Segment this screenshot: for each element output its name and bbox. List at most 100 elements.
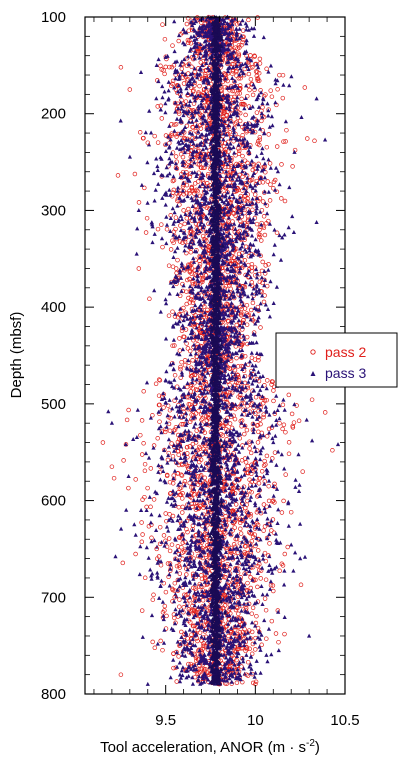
- pass-2-point: [155, 140, 161, 145]
- pass-2-point: [260, 180, 266, 185]
- pass-2-point: [184, 216, 190, 221]
- pass-3-point: [191, 34, 196, 38]
- pass-3-point: [160, 95, 165, 100]
- pass-2-point: [196, 584, 202, 589]
- pass-2-point: [169, 131, 174, 136]
- pass-2-point: [148, 466, 154, 471]
- pass-2-point: [281, 498, 286, 504]
- pass-3-point: [270, 423, 275, 428]
- pass-2-point: [192, 208, 198, 213]
- pass-2-point: [269, 379, 275, 384]
- pass-2-point: [279, 510, 285, 515]
- pass-2-point: [222, 592, 227, 598]
- pass-3-point: [150, 240, 155, 245]
- pass-2-point: [250, 680, 256, 686]
- pass-2-point: [270, 499, 275, 504]
- pass-3-point: [164, 369, 169, 374]
- pass-2-point: [183, 99, 189, 104]
- pass-2-point: [176, 504, 182, 510]
- pass-3-point: [236, 318, 241, 323]
- pass-2-point: [305, 136, 310, 141]
- pass-2-point: [184, 572, 189, 577]
- pass-3-point: [293, 550, 298, 555]
- pass-2-point: [181, 305, 186, 311]
- pass-2-point: [255, 78, 261, 83]
- pass-2-point: [237, 118, 243, 124]
- pass-2-point: [267, 161, 273, 166]
- pass-3-point: [248, 670, 253, 675]
- pass-2-point: [261, 528, 266, 533]
- pass-2-point: [238, 531, 244, 536]
- pass-2-point: [151, 592, 156, 598]
- pass-2-point: [237, 436, 243, 441]
- pass-2-point: [298, 582, 304, 588]
- pass-2-point: [277, 568, 282, 574]
- pass-2-point: [266, 132, 271, 137]
- pass-2-point: [253, 620, 259, 626]
- pass-2-point: [250, 300, 256, 306]
- pass-2-point: [157, 402, 162, 408]
- pass-2-point: [203, 379, 209, 385]
- pass-2-point: [279, 162, 284, 167]
- pass-2-point: [187, 191, 192, 196]
- pass-2-point: [248, 178, 253, 183]
- pass-2-point: [142, 461, 148, 467]
- pass-3-point: [242, 106, 247, 111]
- pass-2-point: [176, 535, 182, 540]
- pass-2-point: [202, 643, 207, 649]
- pass-3-point: [250, 296, 255, 301]
- pass-2-point: [258, 576, 263, 581]
- pass-2-point: [236, 380, 241, 386]
- pass-3-point: [189, 224, 194, 229]
- pass-3-point: [183, 428, 188, 433]
- pass-2-point: [162, 71, 167, 77]
- pass-2-point: [169, 542, 175, 547]
- pass-2-point: [173, 154, 179, 159]
- pass-2-point: [265, 179, 270, 184]
- pass-2-point: [284, 127, 289, 133]
- pass-2-point: [232, 88, 237, 94]
- pass-2-point: [148, 504, 153, 510]
- pass-2-point: [225, 561, 230, 567]
- pass-2-point: [236, 42, 242, 48]
- pass-2-point: [264, 636, 269, 641]
- pass-3-point: [168, 675, 173, 680]
- pass-2-point: [245, 580, 250, 586]
- pass-2-point: [139, 608, 145, 613]
- pass-3-point: [177, 672, 183, 677]
- pass-2-point: [191, 537, 197, 542]
- pass-2-point: [195, 638, 200, 644]
- pass-2-point: [150, 597, 156, 602]
- pass-2-point: [279, 196, 284, 201]
- pass-2-point: [176, 38, 181, 44]
- pass-2-point: [159, 222, 164, 227]
- pass-3-point: [174, 395, 179, 400]
- pass-3-point: [169, 502, 174, 507]
- pass-3-point: [158, 309, 163, 314]
- pass-3-point: [181, 283, 186, 288]
- pass-3-point: [310, 438, 315, 443]
- pass-2-point: [188, 249, 194, 255]
- pass-2-point: [190, 125, 196, 130]
- pass-2-point: [259, 469, 265, 474]
- pass-2-point: [246, 17, 251, 23]
- pass-3-point: [291, 230, 296, 234]
- pass-2-point: [230, 210, 236, 216]
- pass-2-point: [236, 146, 241, 151]
- pass-2-point: [262, 524, 268, 529]
- pass-2-point: [239, 306, 244, 312]
- pass-2-point: [185, 15, 191, 21]
- pass-2-point: [181, 81, 187, 86]
- pass-2-point: [239, 96, 244, 102]
- pass-2-point: [142, 468, 148, 474]
- pass-2-point: [240, 679, 245, 685]
- pass-3-point: [148, 567, 153, 572]
- pass-2-point: [271, 588, 276, 594]
- pass-3-point: [281, 82, 286, 87]
- pass-2-point: [170, 309, 175, 314]
- pass-2-point: [228, 199, 234, 205]
- pass-2-point: [256, 481, 262, 486]
- pass-3-point: [170, 488, 176, 493]
- pass-2-point: [242, 158, 248, 163]
- pass-2-point: [140, 532, 145, 537]
